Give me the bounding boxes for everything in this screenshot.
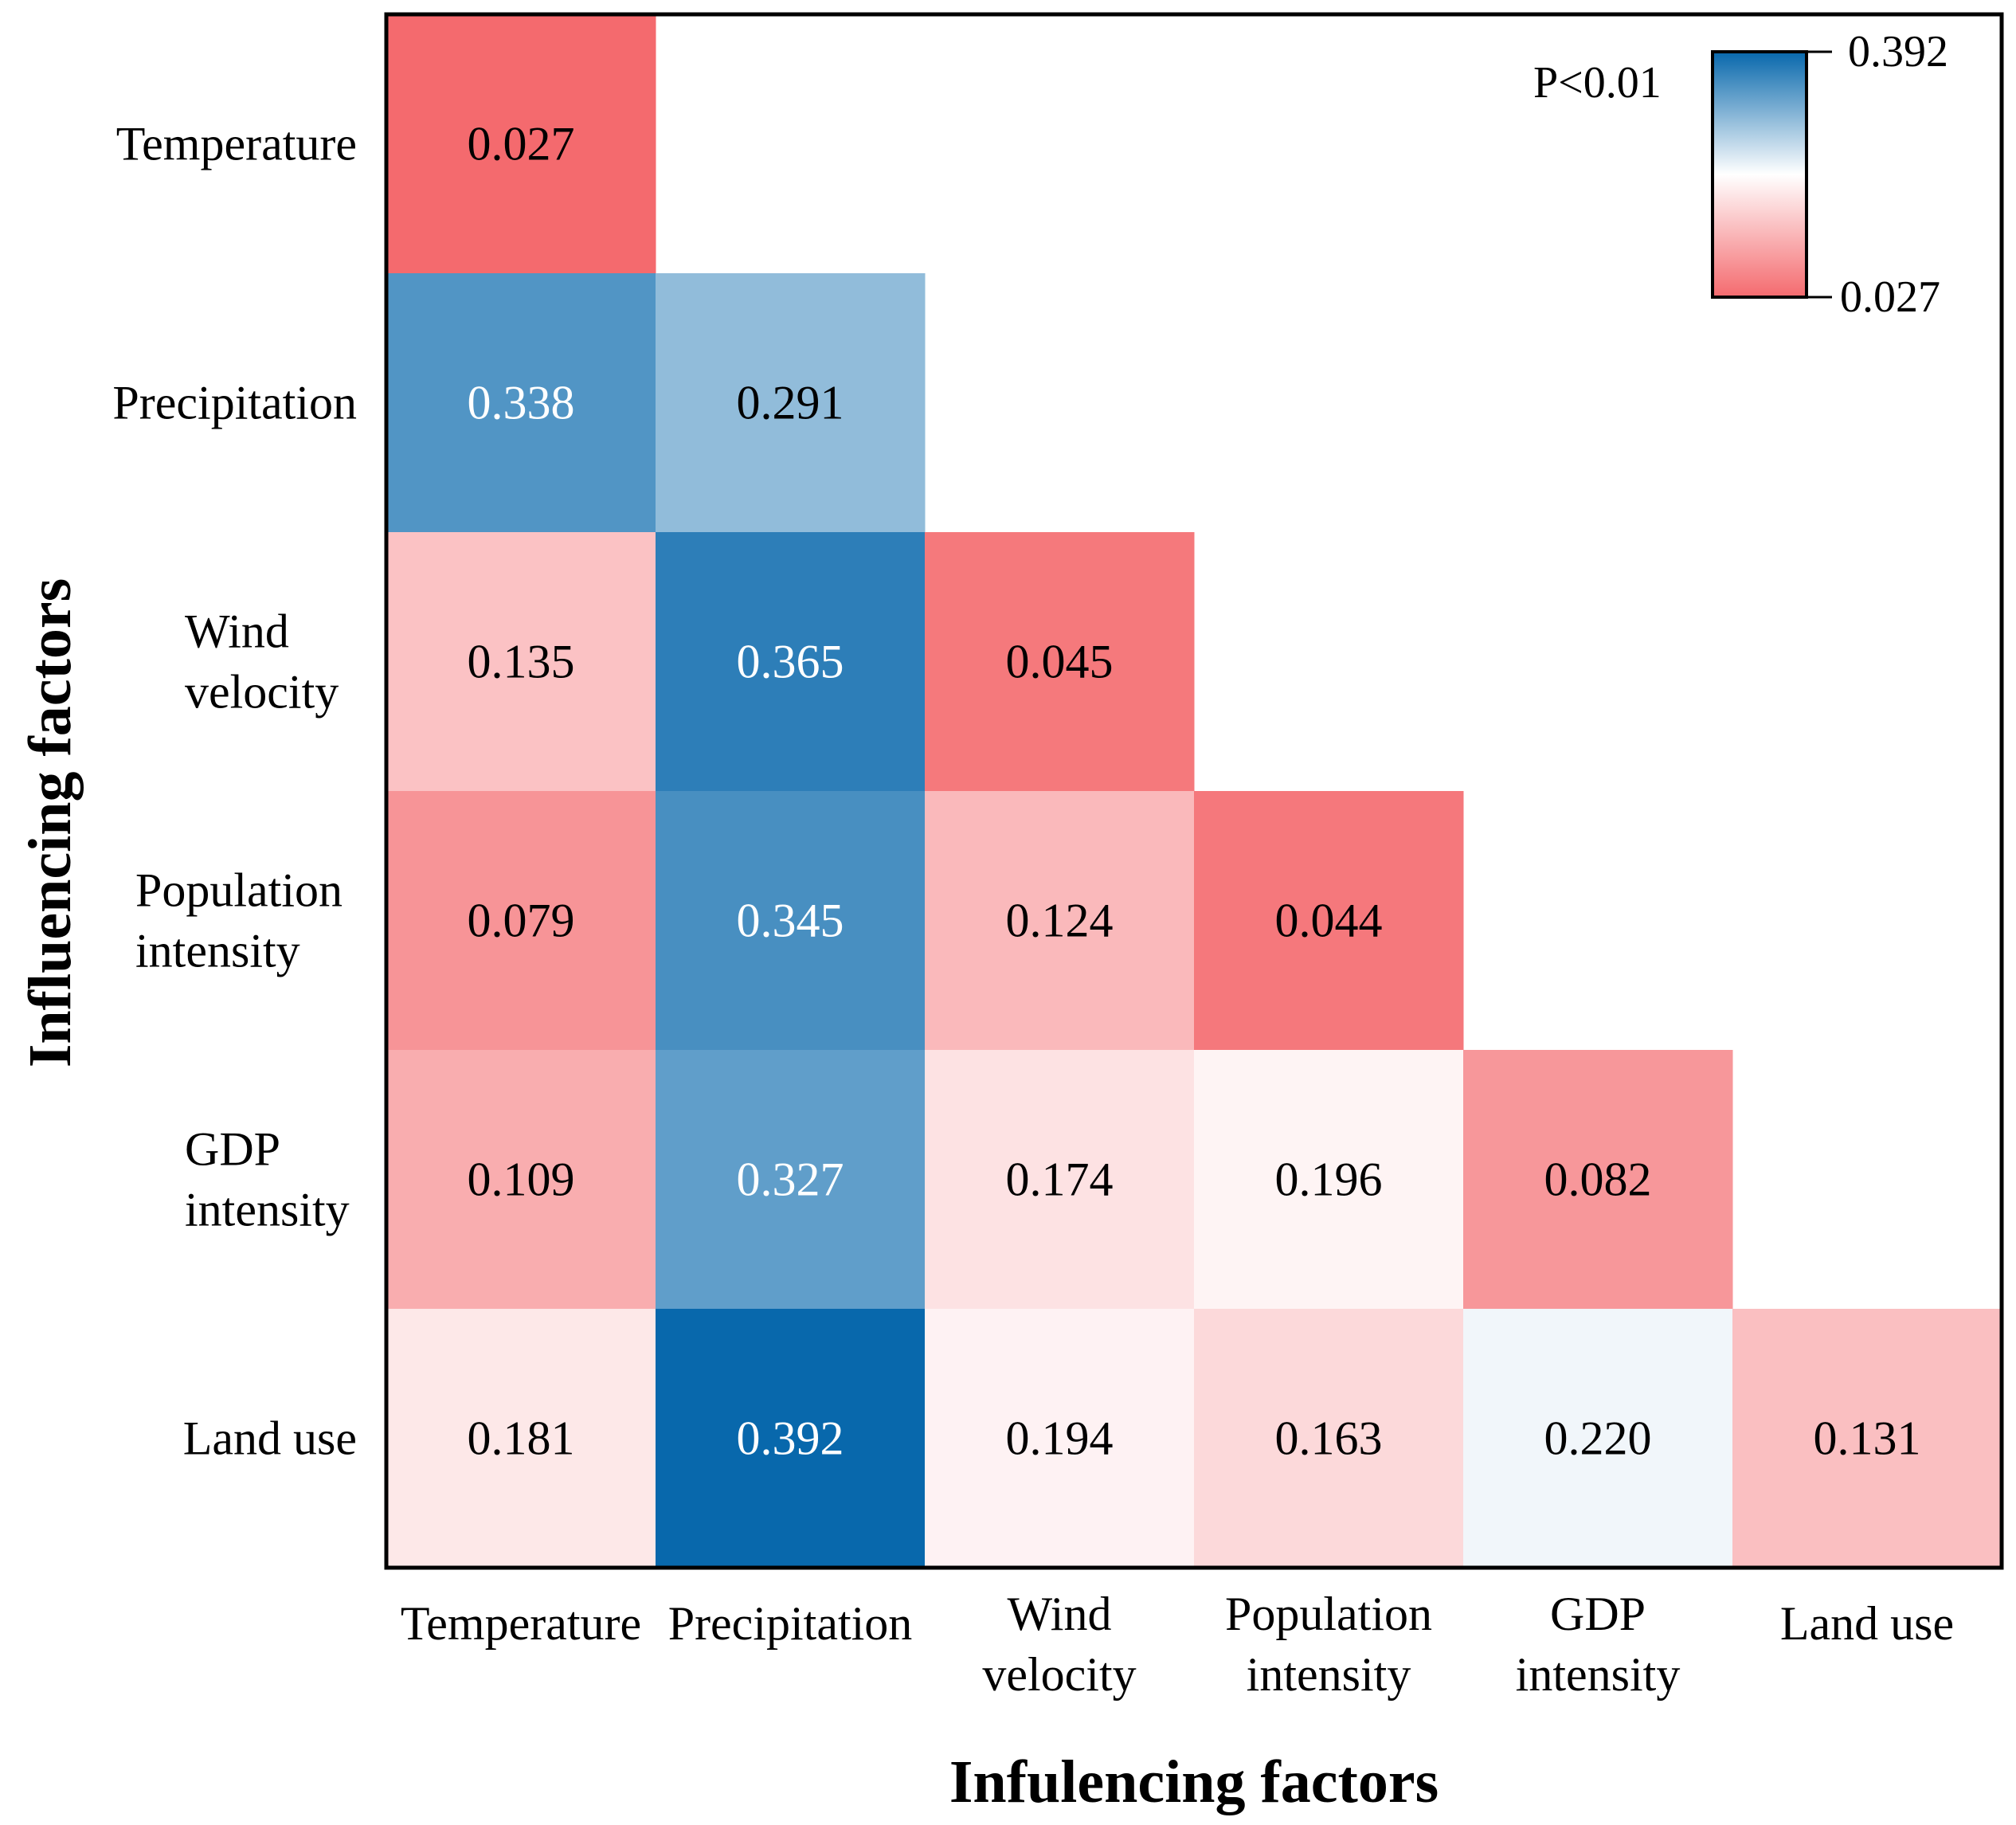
significance-annotation: P<0.01	[1533, 58, 1662, 108]
heatmap-cell	[656, 532, 926, 792]
colorbar-min-label: 0.027	[1840, 272, 1940, 322]
cell-value-label: 0.174	[1006, 1153, 1114, 1206]
cell-value-label: 0.109	[468, 1153, 575, 1206]
cell-value-label: 0.194	[1006, 1412, 1114, 1465]
heatmap-value-labels: 0.027 0.338 0.291 0.135 0.365 0.045 0.079 0.345…	[468, 118, 1921, 1465]
y-tick-label: Temperature	[116, 118, 357, 170]
x-axis-title: Infulencing factors	[949, 1749, 1439, 1815]
cell-value-label: 0.163	[1275, 1412, 1383, 1465]
heatmap-cell	[1194, 1309, 1464, 1568]
cell-value-label: 0.365	[737, 636, 844, 688]
heatmap-cell	[925, 1309, 1195, 1568]
heatmap-cell	[656, 791, 926, 1051]
x-axis-tick-labels: Temperature Precipitation Wind velocity Popu…	[401, 1588, 1954, 1701]
cell-value-label: 0.027	[468, 118, 575, 170]
heatmap-cell	[1194, 791, 1464, 1051]
heatmap-cell	[656, 1050, 926, 1310]
cell-value-label: 0.124	[1006, 895, 1114, 947]
y-axis-tick-labels: Temperature Precipitation Wind velocity Popu…	[112, 118, 357, 1465]
cell-value-label: 0.327	[737, 1153, 844, 1206]
y-tick-label: Population intensity	[135, 864, 343, 977]
heatmap-cell	[1463, 1309, 1733, 1568]
cell-value-label: 0.079	[468, 895, 575, 947]
heatmap-cell	[925, 791, 1195, 1051]
x-tick-label: Wind velocity	[982, 1588, 1136, 1701]
cell-value-label: 0.392	[737, 1412, 844, 1465]
cell-value-label: 0.345	[737, 895, 844, 947]
cell-value-label: 0.338	[468, 377, 575, 429]
cell-value-label: 0.044	[1275, 895, 1383, 947]
heatmap-cell	[386, 14, 656, 274]
heatmap-cell	[925, 1050, 1195, 1310]
x-tick-label: Precipitation	[668, 1597, 913, 1650]
cell-value-label: 0.045	[1006, 636, 1114, 688]
heatmap-cell	[1463, 1050, 1733, 1310]
colorbar-max-label: 0.392	[1848, 27, 1948, 76]
x-tick-label: Land use	[1780, 1597, 1954, 1650]
plot-frame	[384, 12, 2004, 1570]
heatmap-cell	[656, 273, 926, 533]
cell-value-label: 0.181	[468, 1412, 575, 1465]
cell-value-label: 0.196	[1275, 1153, 1383, 1206]
cell-value-label: 0.291	[737, 377, 844, 429]
heatmap-cell	[925, 532, 1195, 792]
heatmap-cell	[386, 273, 656, 533]
heatmap-cell	[386, 1309, 656, 1568]
cell-value-label: 0.082	[1544, 1153, 1652, 1206]
heatmap-cell	[386, 791, 656, 1051]
x-tick-label: Temperature	[401, 1597, 641, 1650]
y-tick-label: GDP intensity	[185, 1123, 350, 1236]
x-tick-label: GDP intensity	[1516, 1588, 1681, 1701]
y-tick-label: Land use	[183, 1412, 357, 1465]
y-axis-title: Influencing factors	[17, 578, 84, 1067]
heatmap-cell	[656, 1309, 926, 1568]
cell-value-label: 0.220	[1544, 1412, 1652, 1465]
heatmap-cell	[1732, 1309, 2002, 1568]
y-tick-label: Wind velocity	[185, 605, 339, 719]
heatmap-cell	[1194, 1050, 1464, 1310]
colorbar	[1711, 50, 1808, 299]
cell-value-label: 0.135	[468, 636, 575, 688]
heatmap-cells	[386, 14, 2002, 1568]
heatmap-cell	[386, 1050, 656, 1310]
colorbar-legend: P<0.01 0.392 0.027	[1533, 27, 1948, 322]
x-tick-label: Population intensity	[1225, 1588, 1432, 1701]
y-tick-label: Precipitation	[112, 377, 357, 429]
cell-value-label: 0.131	[1814, 1412, 1921, 1465]
heatmap-cell	[386, 532, 656, 792]
